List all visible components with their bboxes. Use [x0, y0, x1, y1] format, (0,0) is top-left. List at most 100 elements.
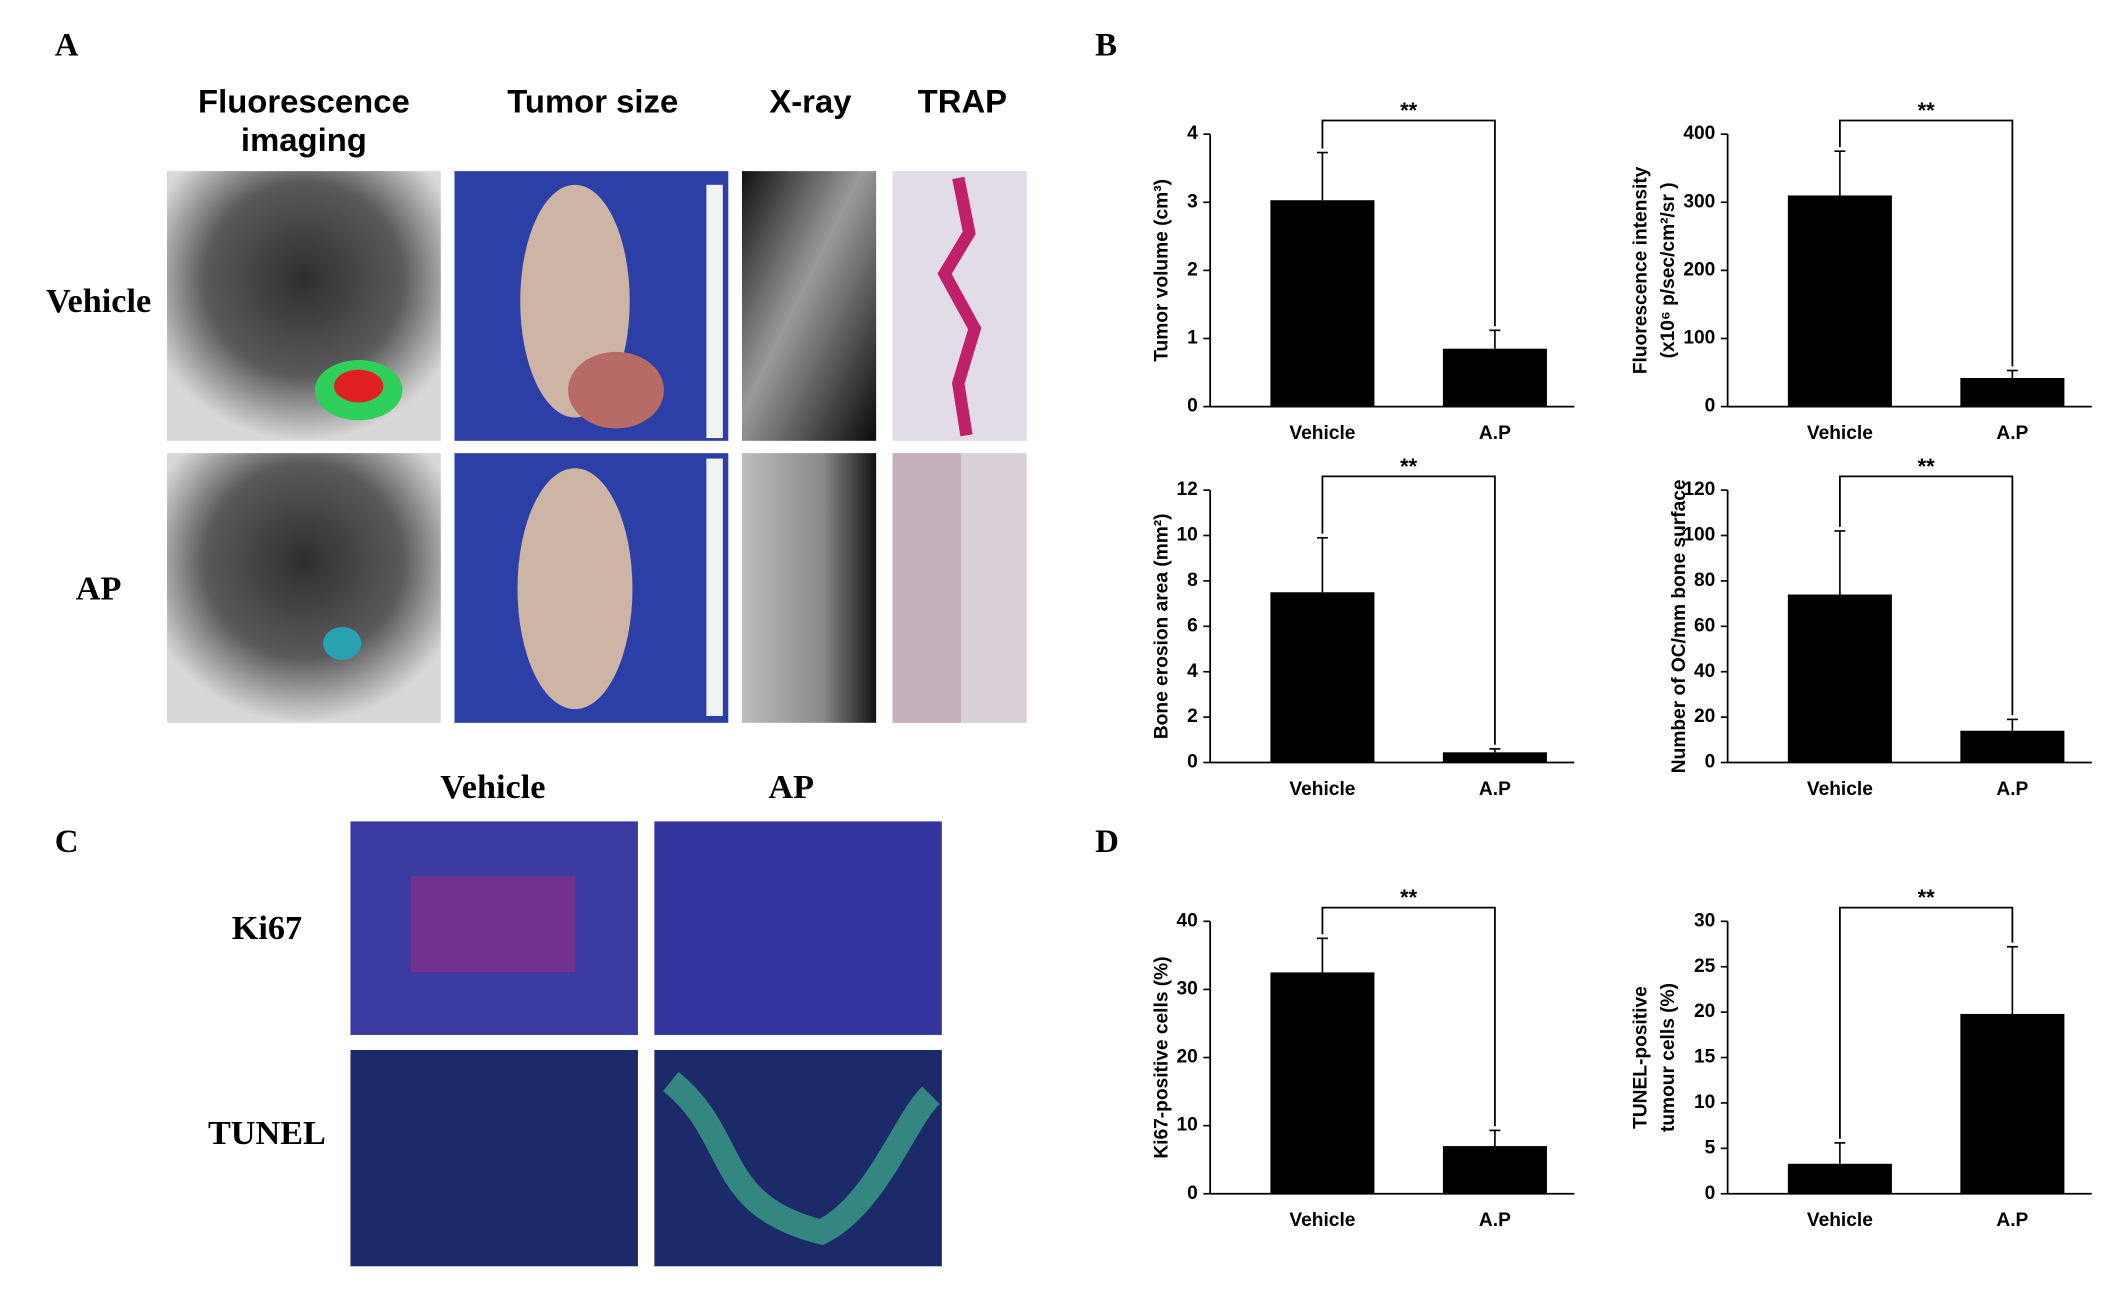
y-tick-label: 120: [1683, 479, 1715, 500]
y-tick-label: 1: [1187, 328, 1198, 349]
tumor: [568, 351, 664, 429]
y-tick-label: 20: [1694, 1001, 1715, 1022]
significance-bracket: [1838, 906, 2014, 1139]
bar: [1787, 1163, 1892, 1194]
y-tick-label: 200: [1683, 259, 1715, 280]
y-tick-label: 40: [1694, 661, 1715, 682]
column-header: X-ray: [769, 83, 852, 120]
y-tick-label: 2: [1187, 706, 1198, 727]
y-tick-label: 6: [1187, 615, 1198, 636]
bar: [1270, 972, 1375, 1194]
x-tick-label: Vehicle: [1807, 1210, 1873, 1231]
panel-label: B: [1095, 27, 1117, 63]
xray-image: [741, 453, 877, 723]
y-tick-label: 12: [1177, 479, 1198, 500]
mouse-body: [517, 468, 633, 710]
column-header: Fluorescence: [198, 83, 410, 120]
y-tick-label: 20: [1177, 1047, 1198, 1068]
y-tick-label: 30: [1694, 910, 1715, 931]
significance-label: **: [1400, 98, 1418, 123]
column-header: AP: [768, 769, 814, 806]
y-tick-label: 40: [1177, 910, 1198, 931]
tunel-stain: [662, 1071, 941, 1246]
signal-spot: [334, 369, 384, 403]
ki67-image: [654, 821, 942, 1035]
ki67-stain: [410, 876, 575, 972]
x-tick-label: A.P: [1479, 423, 1511, 444]
y-tick-label: 0: [1705, 1183, 1716, 1204]
y-axis-label: Bone erosion area (mm²): [1151, 513, 1172, 739]
xray-image: [741, 171, 877, 441]
image-grid: [167, 171, 1027, 723]
row-label: Ki67: [232, 910, 302, 947]
bar: [1270, 200, 1375, 407]
y-tick-label: 10: [1694, 1092, 1715, 1113]
x-tick-label: A.P: [1479, 1210, 1511, 1231]
significance-bracket: [1838, 475, 2014, 716]
column-header: TRAP: [918, 83, 1007, 120]
x-tick-label: A.P: [1996, 423, 2028, 444]
significance-bracket: [1321, 906, 1496, 1127]
y-tick-label: 2: [1187, 259, 1198, 280]
fluorescence-image: [167, 453, 441, 723]
y-tick-label: 3: [1187, 191, 1198, 212]
x-tick-label: Vehicle: [1289, 1210, 1355, 1231]
panel-label: A: [55, 27, 79, 63]
trap-stain: [937, 176, 982, 437]
x-tick-label: A.P: [1996, 1210, 2028, 1231]
bar: [1787, 195, 1892, 407]
panel-label: D: [1095, 824, 1119, 860]
significance-bracket: [1838, 119, 2014, 367]
y-tick-label: 100: [1683, 328, 1715, 349]
y-axis-label: Ki67-positive cells (%): [1151, 956, 1172, 1158]
y-axis-label: TUNEL-positive: [1630, 986, 1651, 1129]
y-tick-label: 100: [1683, 525, 1715, 546]
x-tick-label: A.P: [1479, 779, 1511, 800]
y-axis-label: Number of OC/mm bone surface: [1669, 479, 1690, 773]
y-tick-label: 25: [1694, 956, 1716, 977]
y-tick-label: 5: [1705, 1137, 1716, 1158]
row-label: Vehicle: [46, 283, 151, 320]
x-tick-label: A.P: [1996, 779, 2028, 800]
y-tick-label: 10: [1177, 1115, 1198, 1136]
signal-spot: [323, 626, 362, 660]
column-header: Tumor size: [507, 83, 678, 120]
column-header: imaging: [241, 121, 367, 158]
significance-bracket: [1321, 475, 1496, 745]
bar: [1787, 594, 1892, 763]
ruler: [706, 458, 723, 716]
image-grid: [350, 821, 942, 1267]
y-tick-label: 60: [1694, 615, 1715, 636]
y-tick-label: 0: [1187, 752, 1198, 773]
bar: [1960, 1013, 2065, 1194]
significance-label: **: [1918, 885, 1936, 910]
y-tick-label: 0: [1705, 752, 1716, 773]
y-tick-label: 0: [1187, 396, 1198, 417]
y-tick-label: 400: [1683, 123, 1715, 144]
y-tick-label: 4: [1187, 123, 1198, 144]
bar: [1270, 592, 1375, 763]
y-tick-label: 10: [1177, 525, 1198, 546]
y-axis-label: Tumor volume (cm³): [1151, 179, 1172, 362]
trap-tissue: [892, 453, 962, 723]
bar: [1960, 377, 2065, 407]
x-tick-label: Vehicle: [1807, 423, 1873, 444]
significance-label: **: [1400, 454, 1418, 479]
y-tick-label: 20: [1694, 706, 1715, 727]
x-tick-label: Vehicle: [1289, 423, 1355, 444]
row-label: TUNEL: [208, 1115, 326, 1152]
y-axis-label: Fluorescence intensity: [1630, 166, 1651, 374]
row-label: AP: [76, 570, 122, 607]
y-tick-label: 4: [1187, 661, 1198, 682]
y-axis-label: tumour cells (%): [1658, 983, 1679, 1132]
x-tick-label: Vehicle: [1289, 779, 1355, 800]
panel-label: C: [55, 824, 79, 860]
y-tick-label: 8: [1187, 570, 1198, 591]
significance-label: **: [1918, 98, 1936, 123]
bar: [1442, 752, 1547, 763]
y-tick-label: 80: [1694, 570, 1715, 591]
ruler: [706, 184, 723, 439]
column-header: Vehicle: [440, 769, 545, 806]
bar: [1960, 730, 2065, 763]
